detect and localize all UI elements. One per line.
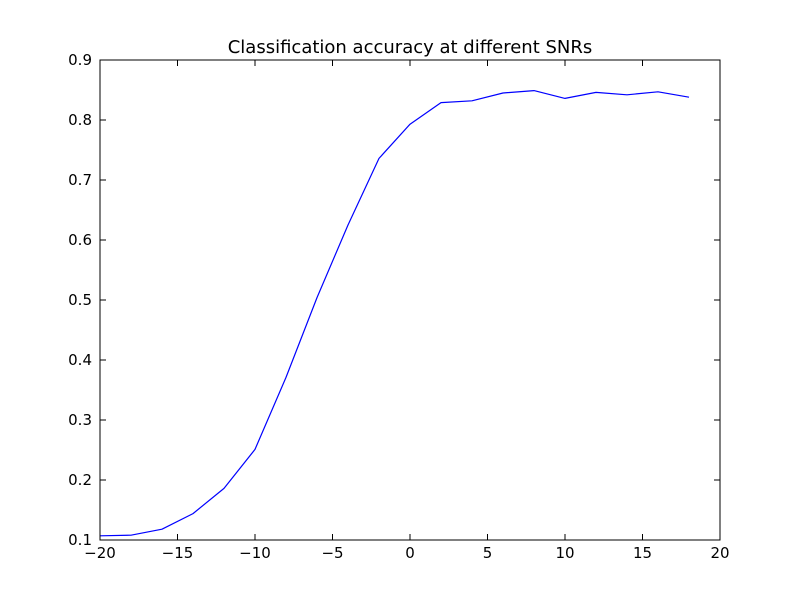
x-tick-label: −15 [162,544,194,562]
x-tick-label: 20 [710,544,729,562]
series-line-0 [99,89,690,537]
x-tick-label: −5 [321,544,343,562]
y-tick-label: 0.6 [68,231,92,249]
y-tick-label: 0.4 [68,351,92,369]
chart-title: Classification accuracy at different SNR… [228,37,593,58]
x-tick-label: 15 [633,544,652,562]
y-tick-label: 0.8 [68,111,92,129]
plot-area: −20 −15 −10 −5 0 5 10 15 20 0.1 0.2 0.3 0.4 0.5 0.6 0.7… [68,51,729,562]
y-tick-label: 0.5 [68,291,92,309]
y-tick-label: 0.3 [68,411,92,429]
plot-frame [99,59,721,541]
x-tick-label: 0 [405,544,415,562]
x-tick-label: 10 [555,544,574,562]
x-tick-label: −10 [239,544,271,562]
x-tick-label: −20 [84,544,116,562]
y-tick-label: 0.9 [68,51,92,69]
y-tick-label: 0.7 [68,171,92,189]
y-tick-label: 0.2 [68,471,92,489]
y-tick-label: 0.1 [68,531,92,549]
x-tick-label: 5 [483,544,493,562]
